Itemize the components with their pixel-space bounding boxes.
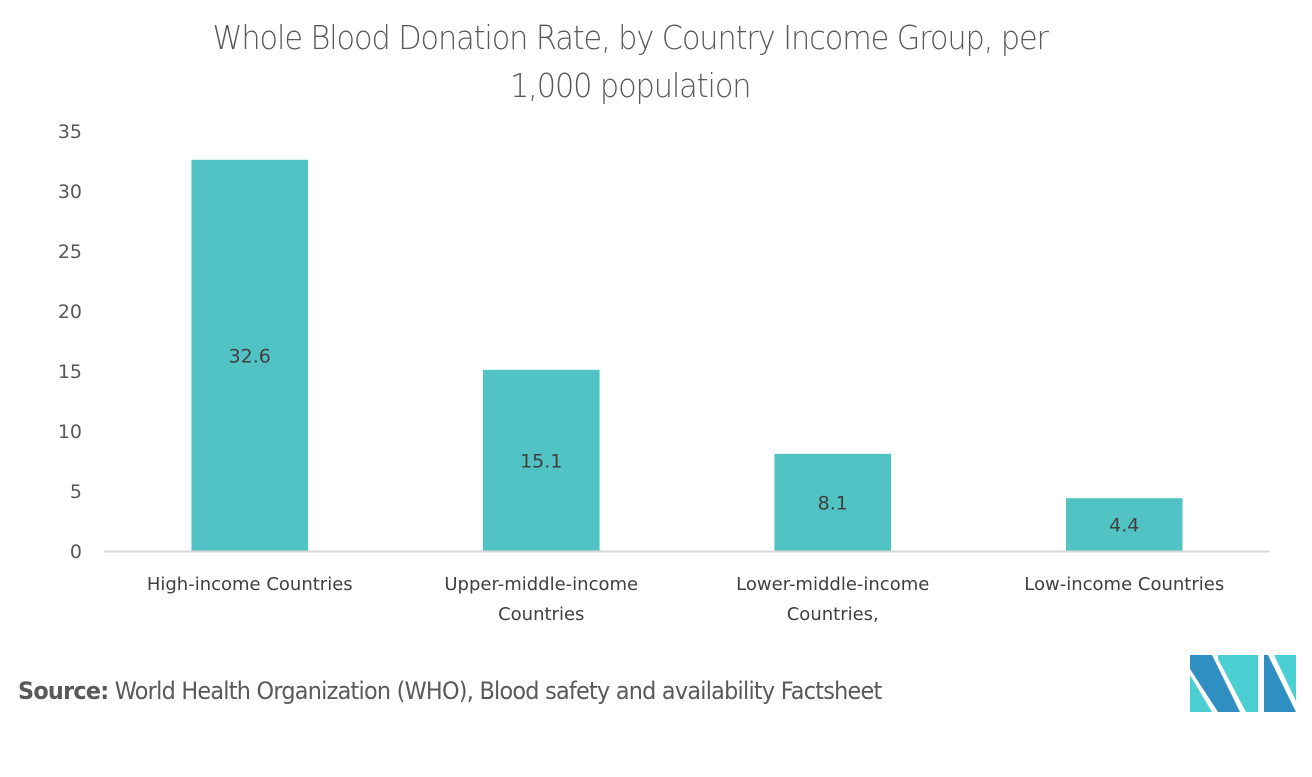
data-label: 4.4 xyxy=(1109,515,1139,537)
y-tick-label: 5 xyxy=(70,481,82,503)
y-axis: 0 5 10 15 20 25 30 35 xyxy=(58,121,82,563)
x-tick-label: Low-income Countries xyxy=(1024,574,1224,595)
logo-shape-dark-2 xyxy=(1264,655,1296,712)
bars: 32.6 15.1 8.1 4.4 xyxy=(191,159,1183,552)
logo-shape-light-1 xyxy=(1190,675,1212,712)
x-tick-label: High-income Countries xyxy=(147,574,353,595)
x-tick-label: Countries, xyxy=(787,604,879,625)
bar xyxy=(482,369,600,551)
logo-shape-light-2 xyxy=(1218,655,1258,712)
y-tick-label: 20 xyxy=(58,301,82,323)
data-label: 15.1 xyxy=(520,450,562,472)
source-text: World Health Organization (WHO), Blood s… xyxy=(108,677,883,705)
chart-title-line-2: 1,000 population xyxy=(509,66,752,105)
chart-title-line-1: Whole Blood Donation Rate, by Country In… xyxy=(212,18,1049,57)
bar xyxy=(774,453,892,551)
bar xyxy=(1065,498,1183,551)
x-tick-label: Lower-middle-income xyxy=(736,574,929,595)
x-axis: High-income Countries Upper-middle-income… xyxy=(147,574,1224,625)
data-label: 8.1 xyxy=(818,492,848,514)
source-label: Source: xyxy=(18,677,109,705)
y-tick-label: 10 xyxy=(58,421,82,443)
chart-title: Whole Blood Donation Rate, by Country In… xyxy=(0,14,1260,110)
x-tick-label: Upper-middle-income xyxy=(444,574,638,595)
source-note: Source: World Health Organization (WHO),… xyxy=(18,677,882,705)
data-label: 32.6 xyxy=(229,345,271,367)
mordor-intelligence-logo-icon xyxy=(1190,655,1296,712)
y-tick-label: 35 xyxy=(58,121,82,143)
x-tick-label: Countries xyxy=(498,604,584,625)
logo-shape-dark xyxy=(1190,655,1240,712)
y-tick-label: 25 xyxy=(58,241,82,263)
y-tick-label: 15 xyxy=(58,361,82,383)
y-tick-label: 0 xyxy=(70,541,82,563)
bar xyxy=(191,159,309,552)
logo-shape-light-3 xyxy=(1274,655,1296,701)
y-tick-label: 30 xyxy=(58,181,82,203)
